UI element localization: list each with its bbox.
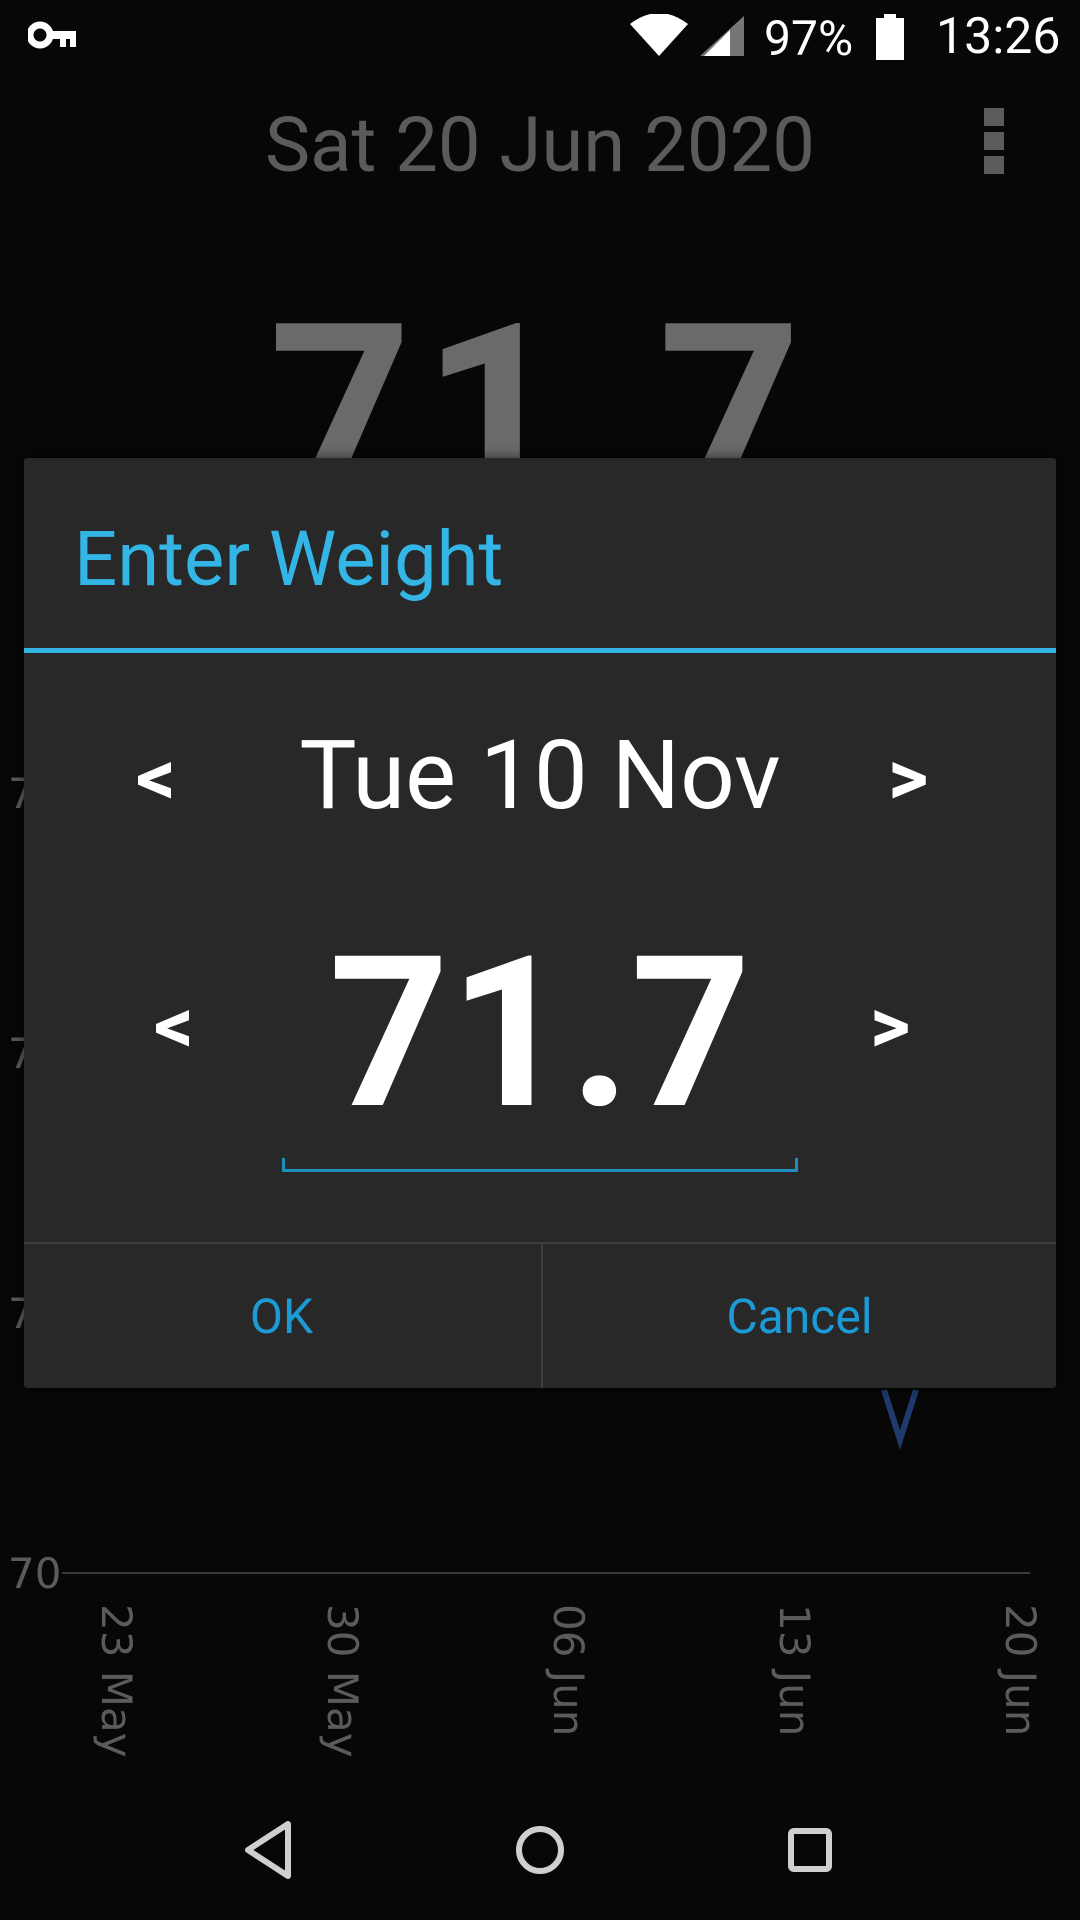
clock: 13:26	[936, 8, 1061, 66]
dialog-title: Enter Weight	[74, 514, 504, 604]
x-tick-label: 30 May	[318, 1604, 367, 1758]
x-tick-label: 20 Jun	[996, 1604, 1045, 1736]
home-icon[interactable]	[500, 1810, 580, 1890]
status-bar: 97% 13:26	[0, 0, 1080, 72]
cell-signal-icon	[700, 16, 744, 56]
x-tick-label: 06 Jun	[544, 1604, 593, 1736]
x-tick-label: 13 Jun	[770, 1604, 819, 1736]
overflow-menu-icon[interactable]	[980, 104, 1012, 176]
date-label: Tue 10 Nov	[299, 720, 781, 832]
decrease-weight-button[interactable]: <	[154, 981, 194, 1072]
wifi-icon	[630, 14, 688, 56]
weight-line	[881, 1389, 919, 1450]
ok-button[interactable]: OK	[249, 1287, 314, 1345]
next-date-button[interactable]: >	[888, 733, 929, 824]
app-title: Sat 20 Jun 2020	[265, 100, 815, 190]
battery-percent: 97%	[764, 10, 854, 67]
cancel-button[interactable]: Cancel	[541, 1244, 1056, 1388]
battery-icon	[876, 14, 904, 60]
x-tick-label: 23 May	[92, 1604, 141, 1758]
previous-date-button[interactable]: <	[136, 733, 176, 824]
recents-icon[interactable]	[770, 1810, 850, 1890]
weight-input-underline	[282, 1158, 798, 1172]
title-divider	[24, 648, 1056, 653]
y-tick-label: 70	[8, 1549, 61, 1598]
key-icon	[28, 21, 76, 49]
weight-input[interactable]: 71.7	[328, 911, 752, 1157]
dialog-button-row: OK Cancel	[24, 1242, 1056, 1388]
back-icon[interactable]	[230, 1810, 310, 1890]
increase-weight-button[interactable]: >	[870, 981, 911, 1072]
navigation-bar	[0, 1780, 1080, 1920]
enter-weight-dialog: Enter Weight < Tue 10 Nov > < 71.7 > OK …	[24, 458, 1056, 1388]
